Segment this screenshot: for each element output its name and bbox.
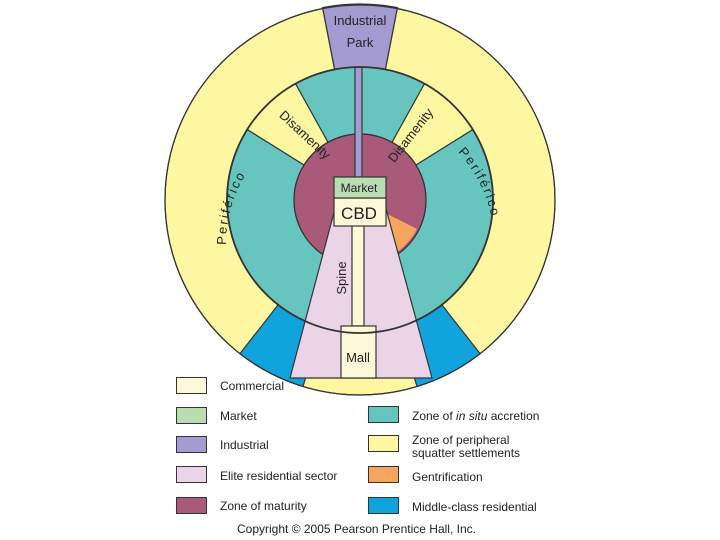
- spine-label: Spine: [334, 261, 349, 294]
- commercial-spine: [351, 221, 365, 327]
- zones-layer: [164, 3, 556, 396]
- cbd-zone: [333, 197, 387, 227]
- mall-label: Mall: [346, 350, 370, 365]
- industrial-park-label-line2: Park: [347, 35, 374, 50]
- outer-ring-outline: [164, 4, 556, 396]
- cbd-label: CBD: [341, 204, 377, 223]
- market-zone: [333, 176, 387, 199]
- market-label: Market: [341, 181, 378, 195]
- mall-zone: [340, 325, 377, 379]
- periferico-ring-road: [226, 66, 494, 334]
- industrial-park-label-line1: Industrial: [334, 13, 387, 28]
- copyright-notice: Copyright © 2005 Pearson Prentice Hall, …: [237, 522, 476, 536]
